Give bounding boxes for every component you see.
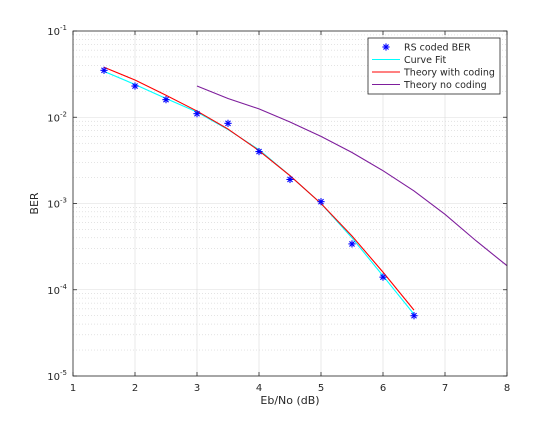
y-tick-label: 10-1 <box>47 24 67 38</box>
data-point-marker <box>317 198 325 206</box>
x-tick-label: 7 <box>442 383 448 394</box>
x-axis-label: Eb/No (dB) <box>260 394 319 407</box>
y-tick-label: 10-4 <box>47 283 67 297</box>
data-point-marker <box>224 119 232 127</box>
x-tick-label: 5 <box>318 383 324 394</box>
legend-label: Theory with coding <box>403 68 495 79</box>
x-tick-label: 6 <box>380 383 386 394</box>
data-point-marker <box>410 312 418 320</box>
data-point-marker <box>193 110 201 118</box>
legend-marker <box>382 43 390 51</box>
y-axis-label: BER <box>28 192 41 214</box>
y-tick-label: 10-3 <box>47 197 67 211</box>
x-tick-label: 1 <box>70 383 76 394</box>
data-point-marker <box>162 96 170 104</box>
data-point-marker <box>131 82 139 90</box>
series-line-3 <box>196 85 508 267</box>
data-point-marker <box>100 66 108 74</box>
legend-label: RS coded BER <box>404 43 471 54</box>
x-tick-label: 8 <box>504 383 510 394</box>
y-tick-label: 10-2 <box>47 110 67 124</box>
y-tick-label: 10-5 <box>47 369 67 383</box>
data-point-marker <box>379 273 387 281</box>
x-tick-label: 2 <box>132 383 138 394</box>
legend-label: Theory no coding <box>403 80 487 91</box>
x-tick-label: 4 <box>256 383 262 394</box>
data-point-marker <box>255 147 263 156</box>
data-point-marker <box>348 240 356 248</box>
axis-ticks: 1 2 3 4 5 6 7 8 10-5 10-4 10-3 10-2 10-1 <box>47 24 510 394</box>
x-tick-label: 3 <box>194 383 200 394</box>
data-point-marker <box>286 175 294 184</box>
series-layer <box>100 66 508 320</box>
legend-label: Curve Fit <box>404 55 446 66</box>
